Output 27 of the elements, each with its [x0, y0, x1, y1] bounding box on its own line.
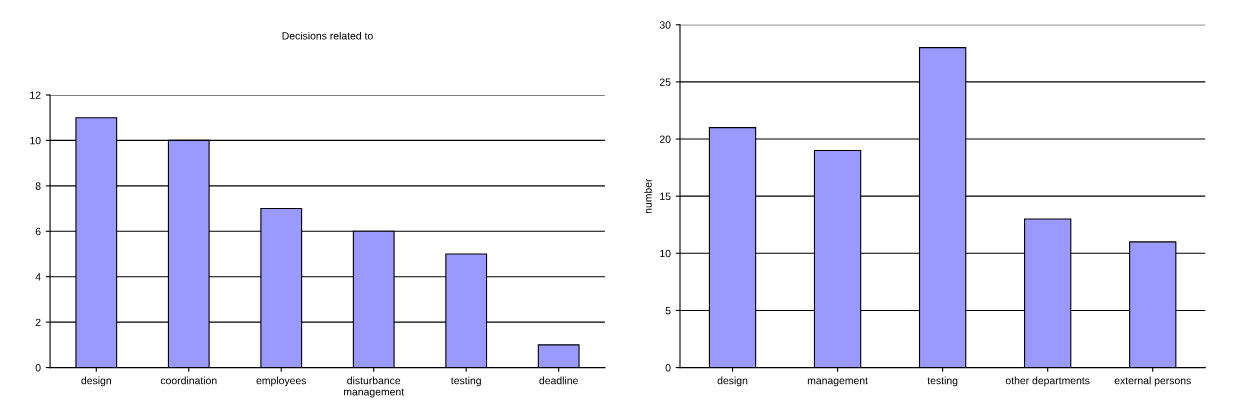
x-tick-label: other departments: [1005, 376, 1090, 387]
y-tick-label: 10: [30, 136, 41, 145]
y-tick-label: 0: [665, 364, 671, 372]
x-tick-label: disturbance management: [344, 376, 405, 398]
y-tick-label: 4: [35, 273, 41, 281]
x-tick-label: employees: [256, 376, 307, 387]
y-tick-label: 12: [30, 91, 41, 99]
y-tick-label: 5: [665, 307, 671, 315]
y-tick-label: 20: [659, 135, 671, 143]
x-tick-label: design: [717, 376, 748, 387]
y-tick-label: 0: [35, 364, 41, 372]
x-tick-label: external persons: [1114, 376, 1191, 387]
x-tick-label: testing: [451, 376, 481, 387]
y-tick-label: 10: [660, 249, 671, 258]
y-tick-label: 6: [35, 227, 41, 236]
x-tick-label: testing: [927, 376, 958, 387]
y-tick-label: 15: [660, 192, 671, 201]
y-tick-label: 2: [35, 318, 41, 326]
x-tick-label: coordination: [160, 376, 217, 385]
y-axis-title: number: [644, 178, 652, 214]
y-tick-label: 30: [659, 21, 671, 29]
x-tick-label: management: [807, 377, 868, 387]
y-tick-label: 25: [659, 78, 671, 86]
chart-title: Decisions related to: [282, 31, 373, 40]
x-tick-label: deadline: [539, 376, 578, 385]
x-tick-label: design: [81, 376, 111, 387]
y-tick-label: 8: [35, 182, 41, 190]
